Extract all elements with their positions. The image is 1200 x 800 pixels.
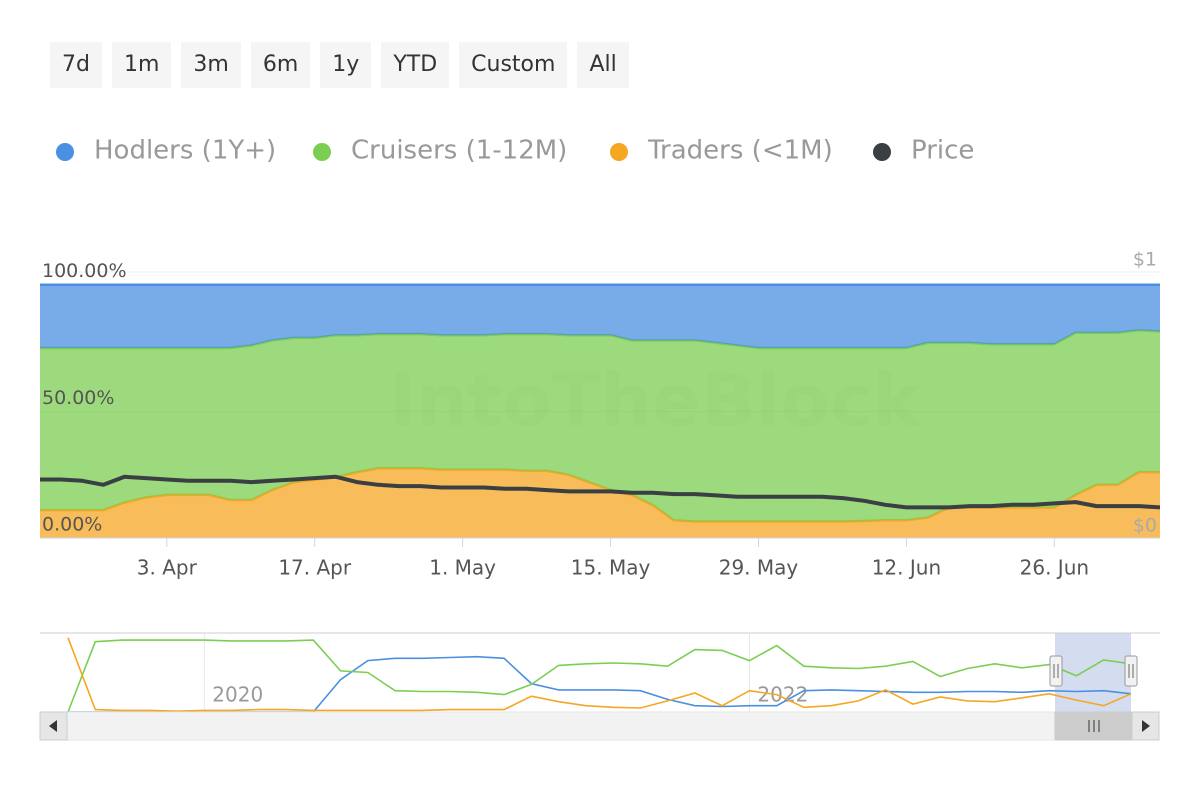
y-tick-label: 50.00% xyxy=(42,387,114,409)
range-selector: 7d 1m 3m 6m 1y YTD Custom All xyxy=(50,42,629,88)
scrollbar-track[interactable] xyxy=(39,711,1160,741)
navigator-label: 2020 xyxy=(212,683,263,707)
legend-item[interactable]: Cruisers (1-12M) xyxy=(313,136,567,166)
x-tick-label: 3. Apr xyxy=(137,556,198,580)
price-line xyxy=(40,474,1161,510)
range-button[interactable]: YTD xyxy=(381,42,450,88)
navigator-line xyxy=(67,637,1132,713)
legend-marker xyxy=(56,143,74,161)
y2-tick-label: $1 xyxy=(1133,249,1157,271)
navigator-background xyxy=(40,633,1160,712)
legend-label: Traders (<1M) xyxy=(647,136,833,166)
range-button[interactable]: All xyxy=(577,42,629,88)
legend-label: Cruisers (1-12M) xyxy=(351,136,567,166)
navigator-selection xyxy=(1055,633,1131,712)
legend-marker xyxy=(610,143,628,161)
area xyxy=(40,330,1160,522)
plot-layer: IntoTheBlock0.00%50.00%100.00%$0$13. Apr… xyxy=(40,249,1161,713)
legend-label: Hodlers (1Y+) xyxy=(94,136,276,166)
background-layer xyxy=(40,632,1160,712)
x-tick-label: 29. May xyxy=(719,556,799,580)
overlay-layer xyxy=(39,655,1160,741)
legend-item[interactable]: Price xyxy=(873,136,974,166)
y2-tick-label: $0 xyxy=(1133,515,1157,537)
scrollbar-left-arrow xyxy=(49,720,57,732)
scrollbar-right-arrow xyxy=(1142,720,1150,732)
range-button[interactable]: 6m xyxy=(250,42,311,88)
legend-item[interactable]: Hodlers (1Y+) xyxy=(56,136,276,166)
area xyxy=(40,284,1160,348)
x-tick-label: 26. Jun xyxy=(1020,556,1089,580)
range-button[interactable]: Custom xyxy=(459,42,568,88)
navigator-handle[interactable] xyxy=(1124,655,1138,687)
range-button[interactable]: 7d xyxy=(50,42,102,88)
x-tick-label: 12. Jun xyxy=(872,556,941,580)
y-tick-label: 0.00% xyxy=(42,514,102,536)
range-button[interactable]: 3m xyxy=(181,42,241,88)
legend-marker xyxy=(873,143,891,161)
range-button[interactable]: 1y xyxy=(320,42,372,88)
navigator-line xyxy=(67,639,1132,713)
x-tick-label: 1. May xyxy=(429,556,496,580)
legend-label: Price xyxy=(911,136,974,166)
y-tick-label: 100.00% xyxy=(42,260,127,282)
navigator-handle[interactable] xyxy=(1049,655,1063,687)
x-tick-label: 17. Apr xyxy=(278,556,352,580)
x-tick-label: 15. May xyxy=(571,556,651,580)
scrollbar-left-button[interactable] xyxy=(39,711,68,741)
legend-item[interactable]: Traders (<1M) xyxy=(610,136,833,166)
range-button[interactable]: 1m xyxy=(111,42,172,88)
legend-marker xyxy=(313,143,331,161)
